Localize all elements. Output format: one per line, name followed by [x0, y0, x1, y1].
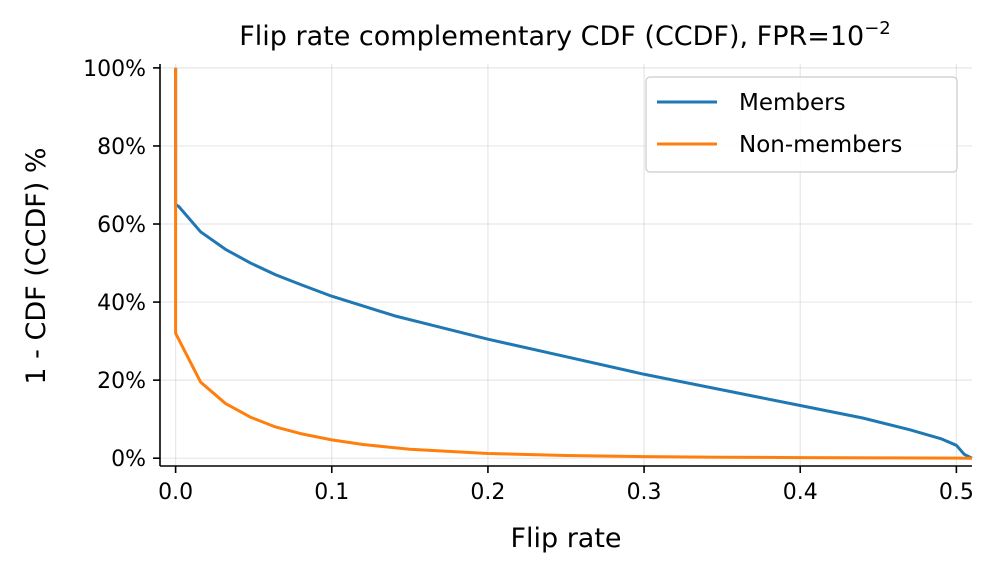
y-tick-label: 60%	[97, 213, 146, 238]
chart-title-text: Flip rate complementary CDF (CCDF), FPR=…	[239, 21, 864, 52]
x-tick-label: 0.1	[314, 480, 349, 505]
legend-label-non-members: Non-members	[739, 132, 902, 158]
legend-label-members: Members	[739, 90, 846, 116]
chart-title-exponent: −2	[864, 18, 891, 39]
chart-title: Flip rate complementary CDF (CCDF), FPR=…	[239, 18, 891, 52]
y-axis-title: 1 - CDF (CCDF) %	[21, 147, 52, 384]
legend-frame	[645, 76, 958, 173]
series-line-members	[174, 67, 973, 460]
x-tick-label: 0.3	[627, 480, 662, 505]
legend: Members Non-members	[645, 76, 958, 173]
x-tick-label: 0.4	[783, 480, 818, 505]
y-tick-label: 20%	[97, 369, 146, 394]
y-tick-label: 80%	[97, 135, 146, 160]
series-line-non-members	[174, 67, 973, 460]
y-tick-label: 100%	[83, 57, 146, 82]
x-axis-title: Flip rate	[510, 523, 621, 554]
x-tick-label: 0.5	[939, 480, 974, 505]
y-tick-label: 40%	[97, 291, 146, 316]
axes: 0.0 0.1 0.2 0.3 0.4 0.5 0% 20% 40% 60% 80% 100%	[83, 57, 974, 505]
series-lines	[174, 67, 973, 460]
x-tick-label: 0.0	[158, 480, 193, 505]
y-tick-label: 0%	[111, 447, 146, 472]
x-tick-label: 0.2	[470, 480, 505, 505]
